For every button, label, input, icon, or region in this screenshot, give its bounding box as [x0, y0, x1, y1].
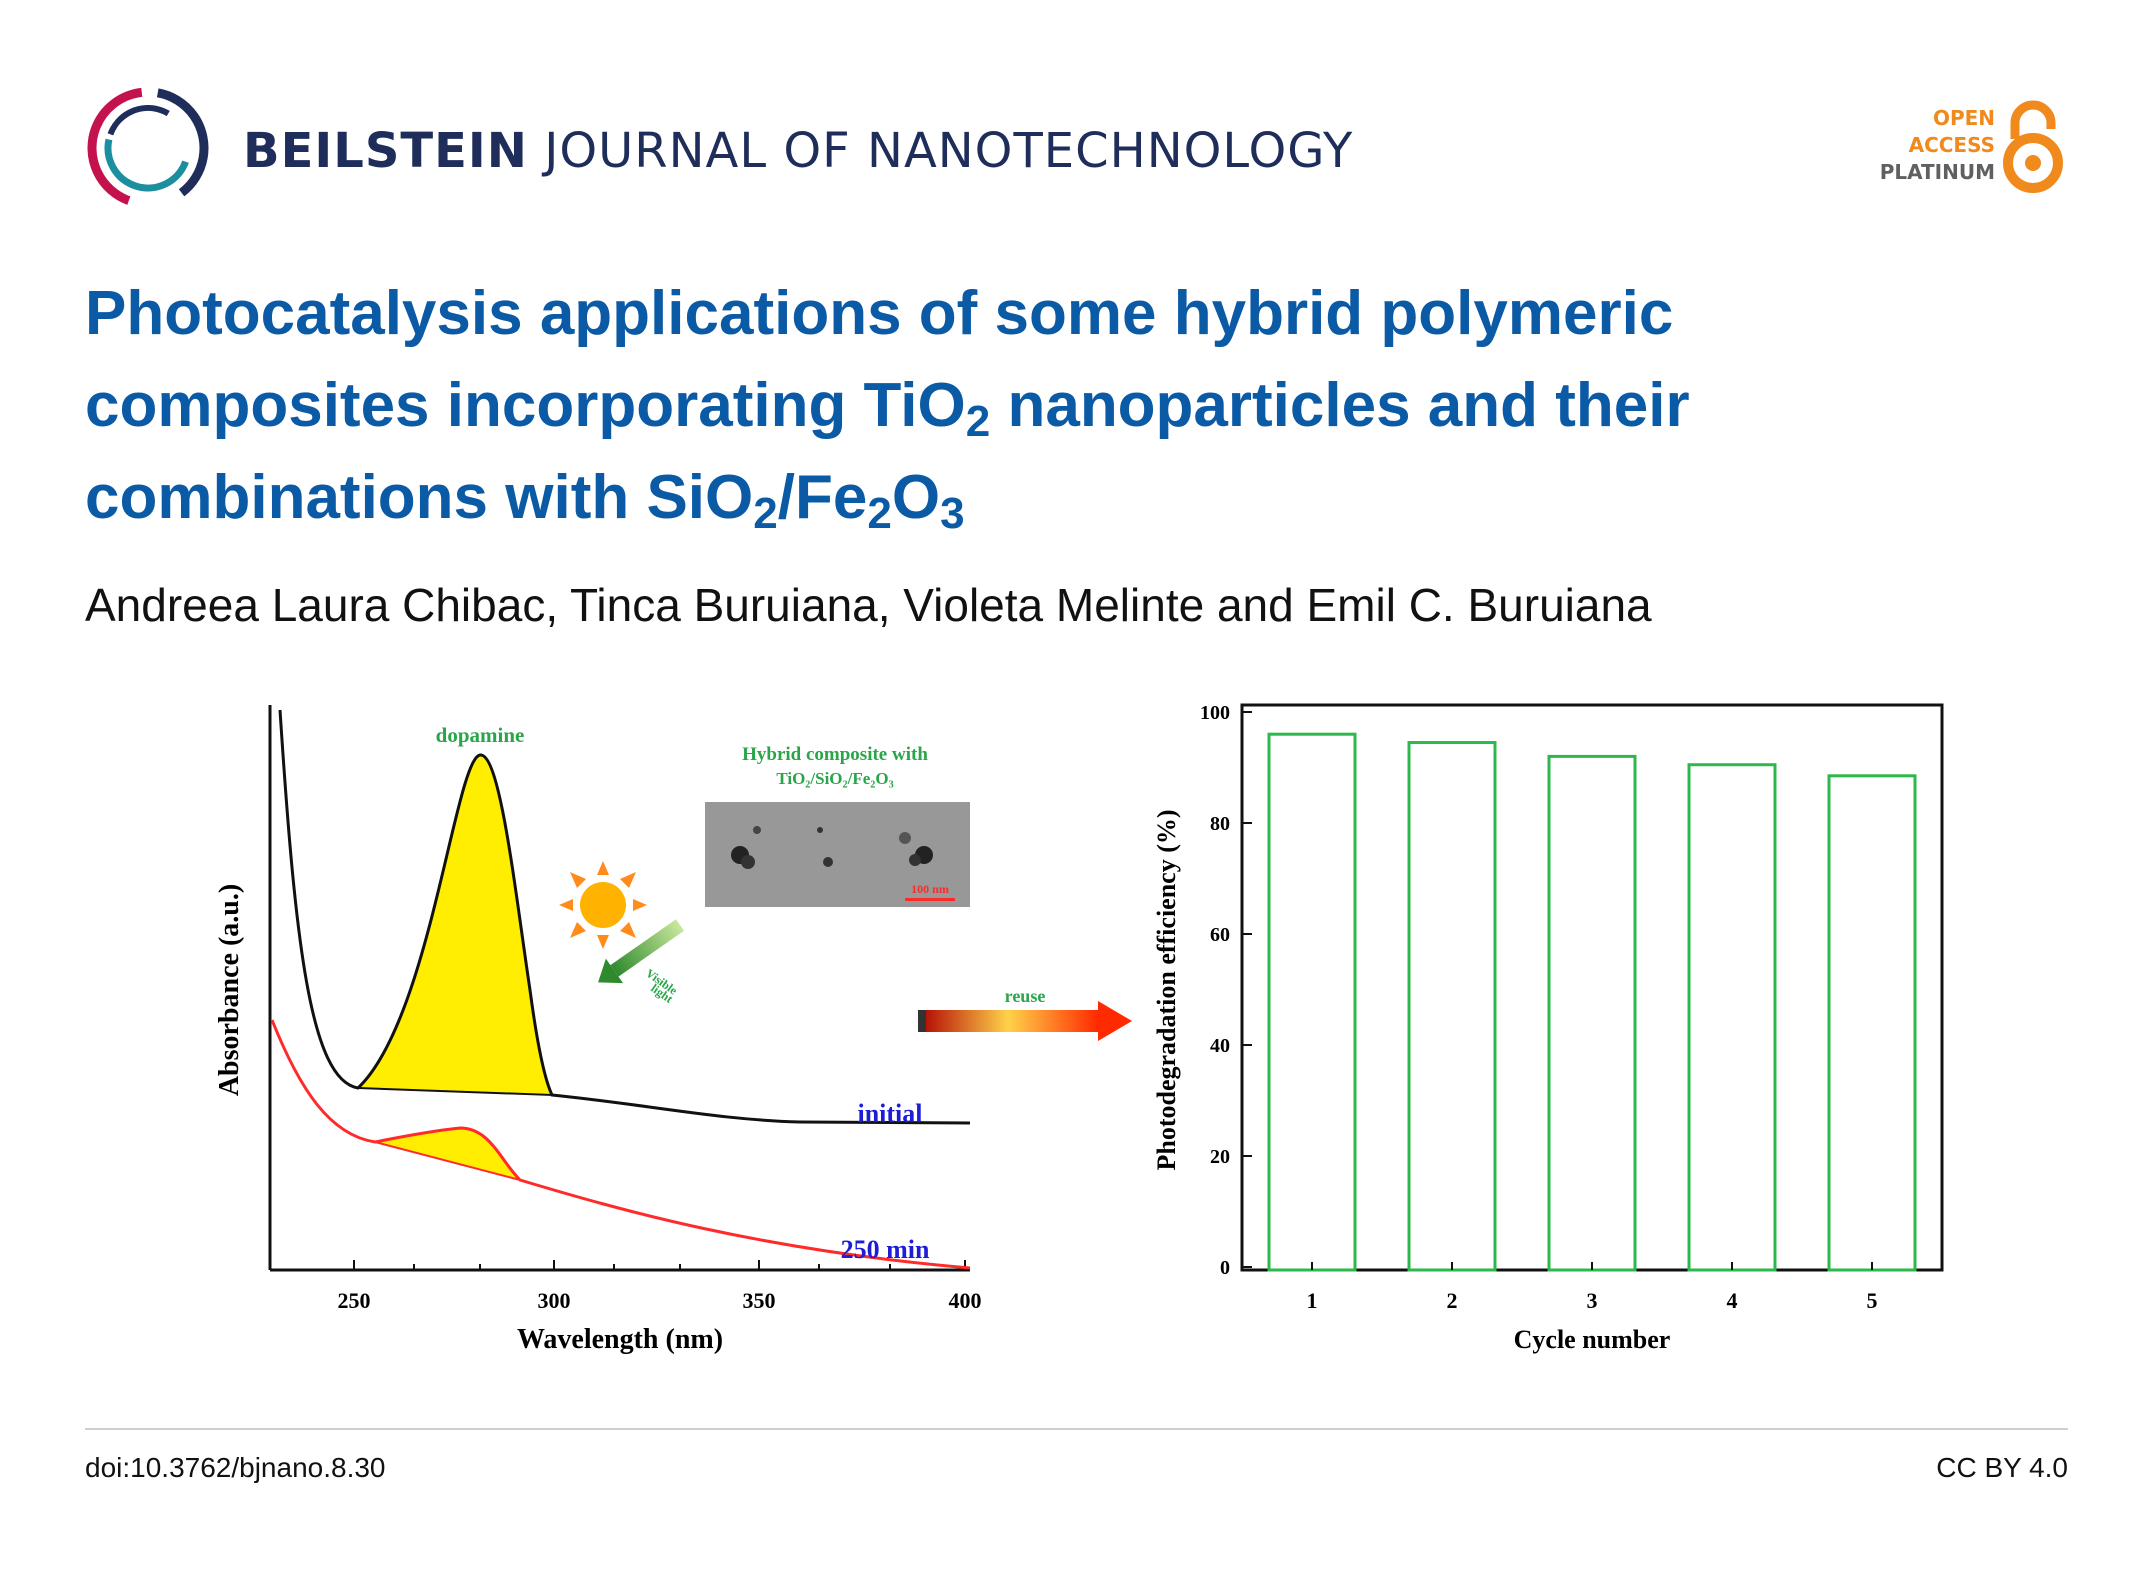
article-authors: Andreea Laura Chibac, Tinca Buruiana, Vi…	[85, 579, 1652, 631]
bar-cycle-3	[1547, 754, 1637, 1272]
bar-cycle-1	[1267, 732, 1357, 1272]
initial-curve	[278, 709, 971, 1125]
y-tick-label-20: 20	[1210, 1146, 1230, 1168]
x-tick-label-4: 4	[1727, 1288, 1738, 1313]
absorbance-plot: 250 300 350 400 Wavelength (nm) Absorban…	[214, 705, 982, 1355]
y-tick-label-80: 80	[1210, 813, 1230, 835]
final-curve	[270, 1019, 971, 1270]
title-part-4: O	[891, 463, 941, 532]
cycle-bar-chart: 0 20 40 60 80 100 1 2 3 4 5 Cycle number Photodeg…	[1152, 702, 1944, 1354]
y-tick-label-40: 40	[1210, 1035, 1230, 1057]
left-xtick-350: 350	[743, 1288, 776, 1313]
title-sub-2: 2	[753, 489, 778, 538]
journal-name: BEILSTEIN JOURNAL OF NANOTECHNOLOGY	[243, 123, 1353, 179]
scale-bar-label: 100 nm	[911, 882, 949, 896]
title-sub-4: 3	[940, 489, 965, 538]
journal-name-rest: JOURNAL OF NANOTECHNOLOGY	[544, 123, 1354, 179]
title-part-3: /Fe	[777, 463, 868, 532]
license-label[interactable]: CC BY 4.0	[1936, 1452, 2068, 1483]
inset-caption-line-1: Hybrid composite with	[742, 744, 928, 765]
y-tick-label-100: 100	[1200, 702, 1230, 724]
oa-line-access: ACCESS	[1908, 133, 1995, 157]
open-access-lock-icon	[2003, 100, 2063, 193]
reuse-arrow: reuse	[918, 986, 1132, 1041]
y-tick-label-60: 60	[1210, 924, 1230, 946]
bar-y-axis-label: Photodegradation efficiency (%)	[1152, 809, 1181, 1170]
final-label: 250 min	[841, 1235, 930, 1264]
left-y-axis-label: Absorbance (a.u.)	[214, 884, 245, 1096]
title-part-2: nanoparticles and their combinations wit…	[85, 371, 1690, 532]
bar-cycle-5	[1827, 774, 1917, 1272]
tem-micrograph: 100 nm	[705, 802, 970, 907]
left-xtick-400: 400	[949, 1288, 982, 1313]
bar-chart-frame	[1240, 703, 1944, 1272]
beilstein-logo-icon	[87, 87, 209, 209]
footer-divider	[85, 1428, 2068, 1430]
sun-icon	[559, 861, 647, 949]
bar-cycle-4	[1687, 763, 1777, 1272]
reuse-label: reuse	[1005, 986, 1046, 1006]
x-tick-label-1: 1	[1307, 1288, 1318, 1313]
x-tick-label-3: 3	[1587, 1288, 1598, 1313]
oa-line-platinum: PLATINUM	[1879, 160, 1995, 184]
article-title: Photocatalysis applications of some hybr…	[85, 268, 2035, 544]
bar-cycle-2	[1407, 741, 1497, 1272]
bar-layer	[1267, 732, 1917, 1272]
xtick-layer: 1 2 3 4 5	[1307, 1262, 1878, 1313]
title-part-1: Photocatalysis applications of some hybr…	[85, 279, 1674, 440]
title-sub-1: 2	[965, 397, 991, 446]
left-xtick-300: 300	[538, 1288, 571, 1313]
bar-x-axis-label: Cycle number	[1514, 1325, 1671, 1354]
visible-light-arrow	[598, 919, 685, 984]
journal-name-bold: BEILSTEIN	[243, 123, 528, 179]
y-tick-label-0: 0	[1220, 1257, 1230, 1279]
ytick-layer: 0 20 40 60 80 100	[1200, 702, 1252, 1279]
doi-link[interactable]: doi:10.3762/bjnano.8.30	[85, 1452, 386, 1483]
dopamine-label: dopamine	[436, 723, 525, 747]
title-sub-3: 2	[867, 489, 892, 538]
x-tick-label-2: 2	[1447, 1288, 1458, 1313]
left-x-axis-label: Wavelength (nm)	[517, 1324, 723, 1355]
open-access-badge: OPEN ACCESS PLATINUM	[1865, 99, 2065, 199]
inset-caption-line-2: TiO₂/SiO₂/Fe₂O₃	[776, 769, 893, 788]
x-tick-label-5: 5	[1867, 1288, 1878, 1313]
initial-label: initial	[857, 1099, 922, 1128]
oa-line-open: OPEN	[1932, 106, 1995, 130]
graphical-abstract: 250 300 350 400 Wavelength (nm) Absorban…	[214, 702, 1944, 1355]
left-xtick-250: 250	[338, 1288, 371, 1313]
journal-header: BEILSTEIN JOURNAL OF NANOTECHNOLOGY OPEN…	[85, 85, 2065, 215]
